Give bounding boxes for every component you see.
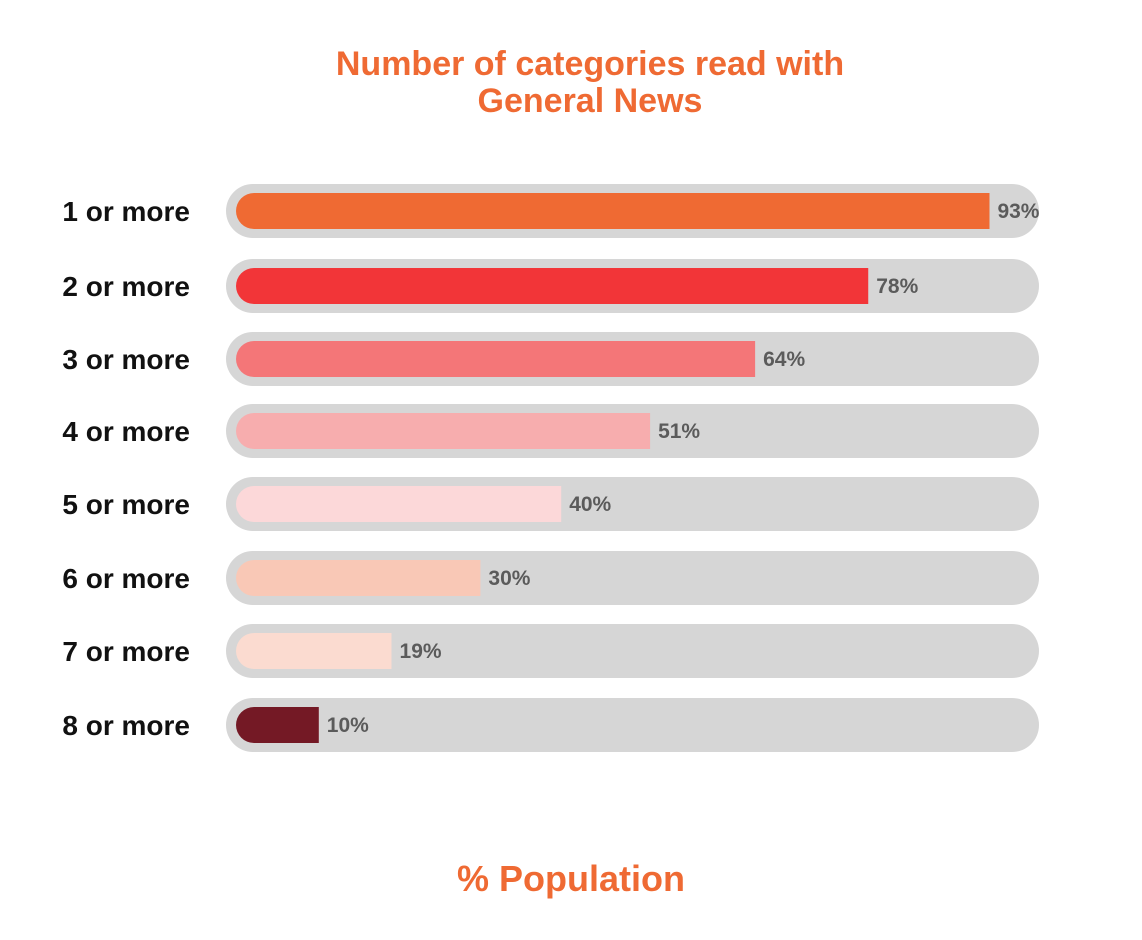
bar-4 bbox=[236, 413, 651, 449]
bar-track bbox=[226, 624, 1039, 678]
bar-3 bbox=[236, 341, 756, 377]
bar-6 bbox=[236, 560, 481, 596]
value-label: 40% bbox=[569, 493, 611, 516]
bar-5 bbox=[236, 486, 562, 522]
value-label: 51% bbox=[658, 420, 700, 443]
category-label: 6 or more bbox=[62, 563, 190, 594]
chart-title: Number of categories read with General N… bbox=[0, 46, 1142, 120]
category-label: 7 or more bbox=[62, 636, 190, 667]
bar-7 bbox=[236, 633, 392, 669]
category-label: 5 or more bbox=[62, 489, 190, 520]
category-label: 4 or more bbox=[62, 416, 190, 447]
category-label: 3 or more bbox=[62, 344, 190, 375]
chart-title-line-2: General News bbox=[477, 82, 703, 120]
bar-1 bbox=[236, 193, 990, 229]
x-axis-title: % Population bbox=[457, 858, 685, 899]
value-label: 64% bbox=[763, 348, 805, 371]
chart-title-line-1: Number of categories read with bbox=[335, 45, 845, 83]
bar-2 bbox=[236, 268, 869, 304]
value-label: 19% bbox=[400, 640, 442, 663]
value-label: 30% bbox=[488, 567, 530, 590]
value-label: 78% bbox=[876, 275, 918, 298]
bar-8 bbox=[236, 707, 319, 743]
value-label: 93% bbox=[997, 200, 1039, 223]
value-label: 10% bbox=[327, 714, 369, 737]
category-label: 8 or more bbox=[62, 710, 190, 741]
category-label: 1 or more bbox=[62, 196, 190, 227]
bar-track bbox=[226, 698, 1039, 752]
category-label: 2 or more bbox=[62, 271, 190, 302]
